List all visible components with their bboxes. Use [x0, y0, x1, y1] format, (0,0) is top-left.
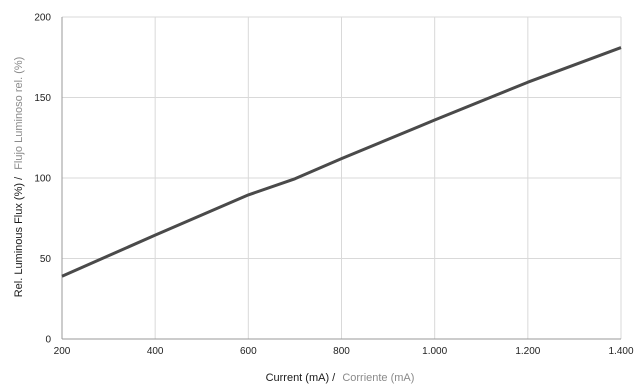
tick-labels: 200 400 600 800 1.000 1.200 1.400 0 50 100 150 200 — [34, 13, 634, 358]
y-tick-label: 150 — [34, 93, 51, 104]
y-tick-label: 50 — [40, 254, 52, 265]
series-line — [61, 46, 622, 278]
x-tick-label: 1.400 — [608, 346, 633, 357]
y-tick-label: 200 — [34, 13, 51, 24]
x-tick-label: 200 — [54, 346, 71, 357]
x-tick-label: 800 — [333, 346, 350, 357]
x-axis-title: Current (mA) / Corriente (mA) — [266, 372, 415, 384]
axes — [61, 17, 621, 340]
grid-lines — [62, 16, 622, 339]
x-tick-label: 1.200 — [515, 346, 540, 357]
x-axis-title-secondary: Corriente (mA) — [342, 372, 414, 384]
data-series — [61, 46, 622, 278]
y-axis-title-secondary: Flujo Luminoso rel. (%) — [13, 57, 25, 170]
x-axis-title-primary: Current (mA) / — [266, 372, 337, 384]
x-tick-label: 400 — [147, 346, 164, 357]
y-tick-label: 0 — [45, 335, 51, 346]
y-tick-label: 100 — [34, 174, 51, 185]
x-tick-label: 600 — [240, 346, 257, 357]
y-axis-title-primary: Rel. Luminous Flux (%) / — [13, 176, 25, 297]
x-tick-label: 1.000 — [422, 346, 447, 357]
y-axis-title: Rel. Luminous Flux (%) / Flujo Luminoso … — [13, 57, 25, 298]
